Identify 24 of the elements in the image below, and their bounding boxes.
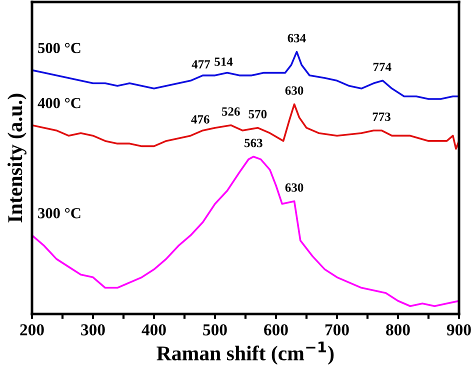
x-tick-label: 500 bbox=[203, 324, 227, 336]
x-axis-title: Raman shift (cm$^{−1}$) bbox=[156, 342, 334, 365]
annotation: 563 bbox=[244, 138, 262, 148]
annotation: 630 bbox=[285, 183, 304, 192]
y-axis-title: Intensity (a.u.) bbox=[7, 94, 26, 222]
x-tick-label: 700 bbox=[325, 324, 349, 336]
annotation: 526 bbox=[222, 107, 240, 116]
x-tick-label: 600 bbox=[264, 324, 288, 336]
series-label: 500 °C bbox=[38, 42, 80, 54]
series-label: 400 °C bbox=[38, 98, 80, 108]
annotation: 514 bbox=[214, 58, 233, 66]
x-tick-label: 800 bbox=[386, 324, 410, 336]
annotation: 476 bbox=[191, 115, 210, 124]
x-tick-label: 900 bbox=[446, 324, 471, 336]
annotation: 773 bbox=[372, 112, 390, 121]
annotation: 774 bbox=[373, 62, 392, 72]
series-label: 300 °C bbox=[38, 208, 80, 218]
x-tick-label: 300 bbox=[81, 324, 105, 336]
annotation: 570 bbox=[248, 110, 267, 118]
x-tick-label: 200 bbox=[20, 324, 44, 336]
annotation: 634 bbox=[288, 34, 306, 42]
annotation: 477 bbox=[192, 60, 210, 68]
annotation: 630 bbox=[285, 86, 304, 95]
x-tick-label: 400 bbox=[142, 324, 166, 336]
